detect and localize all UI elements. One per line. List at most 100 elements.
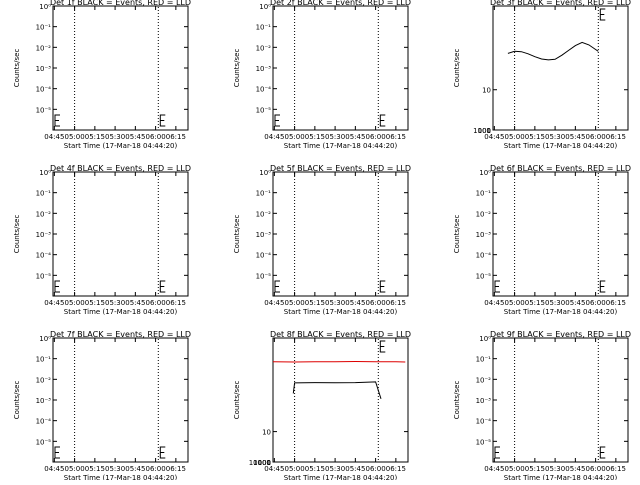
y-tick-label: 10⁻¹ bbox=[256, 190, 272, 198]
bracket-glyph bbox=[54, 446, 60, 459]
y-tick-label: 10⁻¹ bbox=[476, 190, 492, 198]
y-tick-label: 10⁻⁴ bbox=[256, 86, 272, 94]
x-tick-label: 06:15 bbox=[386, 133, 406, 141]
x-tick-label: 05:15 bbox=[305, 133, 325, 141]
x-tick-label: 05:00 bbox=[285, 133, 305, 141]
panel-title: Det 8f BLACK = Events, RED = LLD bbox=[270, 330, 411, 339]
panel-title: Det 1f BLACK = Events, RED = LLD bbox=[50, 0, 191, 7]
y-tick-label: 10⁻² bbox=[36, 376, 52, 384]
x-axis-label: Start Time (17-Mar-18 04:44:20) bbox=[504, 308, 618, 316]
y-axis-label: Counts/sec bbox=[13, 215, 21, 254]
y-tick-label: 10⁰ bbox=[39, 3, 51, 11]
bracket-glyph bbox=[379, 114, 386, 127]
y-tick-label: 10⁻³ bbox=[476, 397, 492, 405]
y-tick-label: 10⁰ bbox=[39, 335, 51, 343]
x-tick-label: 05:30 bbox=[105, 133, 125, 141]
x-tick-label: 05:00 bbox=[285, 299, 305, 307]
x-tick-label: 04:45 bbox=[484, 133, 504, 141]
y-axis-label: Counts/sec bbox=[233, 381, 241, 420]
y-axis-label: Counts/sec bbox=[13, 381, 21, 420]
x-tick-label: 04:45 bbox=[264, 299, 284, 307]
y-tick-label: 100 bbox=[478, 127, 491, 135]
bracket-glyph bbox=[379, 280, 386, 293]
bracket-glyph bbox=[494, 280, 500, 293]
x-tick-label: 04:45 bbox=[484, 465, 504, 473]
y-tick-label: 10⁻⁵ bbox=[256, 272, 272, 280]
x-tick-label: 06:15 bbox=[606, 299, 626, 307]
y-tick-label: 10 bbox=[262, 429, 271, 437]
y-tick-label: 1000 bbox=[473, 127, 491, 135]
y-tick-label: 10⁻¹ bbox=[36, 190, 52, 198]
bracket-glyph bbox=[54, 280, 60, 293]
plot-frame bbox=[52, 171, 189, 297]
x-tick-label: 04:45 bbox=[44, 133, 64, 141]
x-tick-label: 06:15 bbox=[606, 133, 626, 141]
y-axis-label: Counts/sec bbox=[233, 215, 241, 254]
x-axis-label: Start Time (17-Mar-18 04:44:20) bbox=[64, 474, 178, 480]
bracket-glyph bbox=[54, 114, 60, 127]
x-tick-label: 06:15 bbox=[606, 465, 626, 473]
y-tick-label: 10⁻² bbox=[256, 210, 272, 218]
bracket-glyph bbox=[599, 8, 606, 21]
y-axis-label: Counts/sec bbox=[13, 49, 21, 88]
y-tick-label: 10⁰ bbox=[479, 169, 491, 177]
x-tick-label: 05:45 bbox=[565, 465, 585, 473]
y-tick-label: 1000 bbox=[253, 459, 271, 467]
y-tick-label: 10000 bbox=[249, 459, 271, 467]
y-axis-label: Counts/sec bbox=[453, 49, 461, 88]
bracket-glyph bbox=[379, 340, 386, 353]
x-tick-label: 05:15 bbox=[525, 299, 545, 307]
x-tick-label: 05:15 bbox=[85, 299, 105, 307]
x-tick-label: 06:15 bbox=[166, 299, 186, 307]
x-tick-label: 06:00 bbox=[146, 133, 166, 141]
y-tick-label: 10⁻³ bbox=[36, 397, 52, 405]
y-tick-label: 10⁻⁵ bbox=[476, 438, 492, 446]
x-tick-label: 05:30 bbox=[105, 465, 125, 473]
x-tick-label: 05:45 bbox=[345, 299, 365, 307]
bracket-glyph bbox=[159, 280, 166, 293]
x-tick-label: 04:45 bbox=[44, 465, 64, 473]
x-tick-label: 06:00 bbox=[586, 299, 606, 307]
y-tick-label: 1 bbox=[267, 459, 271, 467]
x-tick-label: 06:00 bbox=[366, 133, 386, 141]
x-tick-label: 05:45 bbox=[125, 465, 145, 473]
bracket-glyph bbox=[159, 114, 166, 127]
panel-title: Det 2f BLACK = Events, RED = LLD bbox=[270, 0, 411, 7]
x-tick-label: 05:30 bbox=[545, 465, 565, 473]
x-axis-label: Start Time (17-Mar-18 04:44:20) bbox=[284, 308, 398, 316]
x-tick-label: 05:00 bbox=[505, 465, 525, 473]
y-tick-label: 10⁻¹ bbox=[36, 356, 52, 364]
x-tick-label: 05:45 bbox=[345, 465, 365, 473]
panel-title: Det 9f BLACK = Events, RED = LLD bbox=[490, 330, 631, 339]
y-tick-label: 10⁻³ bbox=[256, 231, 272, 239]
bracket-glyph bbox=[159, 446, 166, 459]
panel-title: Det 3f BLACK = Events, RED = LLD bbox=[490, 0, 631, 7]
y-tick-label: 10⁻⁴ bbox=[476, 418, 492, 426]
plot-frame bbox=[272, 337, 409, 463]
x-tick-label: 05:00 bbox=[65, 465, 85, 473]
y-tick-label: 10⁻³ bbox=[256, 65, 272, 73]
x-tick-label: 05:15 bbox=[85, 465, 105, 473]
x-tick-label: 04:45 bbox=[264, 465, 284, 473]
x-tick-label: 05:45 bbox=[125, 133, 145, 141]
x-tick-label: 04:45 bbox=[264, 133, 284, 141]
y-tick-label: 10 bbox=[482, 87, 491, 95]
y-tick-label: 100 bbox=[258, 459, 271, 467]
y-tick-label: 10⁻² bbox=[476, 210, 492, 218]
x-tick-label: 06:00 bbox=[146, 299, 166, 307]
x-tick-label: 06:15 bbox=[166, 465, 186, 473]
x-tick-label: 05:15 bbox=[305, 465, 325, 473]
series-line-black bbox=[292, 381, 382, 399]
x-axis-label: Start Time (17-Mar-18 04:44:20) bbox=[504, 142, 618, 150]
y-tick-label: 10⁻⁴ bbox=[36, 418, 52, 426]
y-tick-label: 10⁻⁴ bbox=[476, 252, 492, 260]
x-axis-label: Start Time (17-Mar-18 04:44:20) bbox=[64, 308, 178, 316]
y-tick-label: 10⁻⁵ bbox=[476, 272, 492, 280]
y-tick-label: 10⁻⁴ bbox=[36, 86, 52, 94]
